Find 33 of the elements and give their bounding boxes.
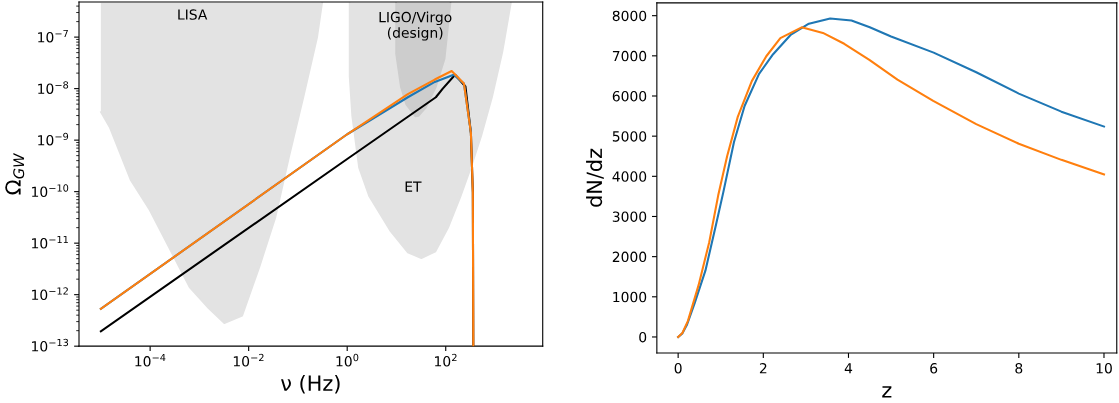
y-tick-label: 7000 [612, 50, 647, 62]
y-tick-label: 6000 [612, 90, 647, 102]
y-tick-label: 3000 [612, 211, 647, 222]
y-tick-label: 10$^{−9}$ [38, 132, 69, 146]
y-tick-label: 0 [639, 331, 647, 343]
y-tick-label: 2000 [612, 251, 647, 263]
y-tick-label: 1000 [613, 291, 647, 303]
x-tick-label: 10 [1096, 363, 1112, 374]
x-axis-title: z [882, 386, 892, 398]
annotation: ET [405, 181, 422, 192]
y-axis-title: Ω$_{GW}$ [5, 153, 25, 195]
x-tick-label: 6 [930, 363, 938, 374]
x-tick-label: 0 [674, 363, 682, 374]
x-tick-label: 10$^{0}$ [336, 353, 359, 367]
y-tick-label: 10$^{−10}$ [32, 184, 69, 198]
y-tick-label: 8000 [612, 10, 647, 22]
x-tick-label: 10$^{2}$ [435, 353, 457, 367]
y-tick-label: 10$^{−7}$ [38, 29, 68, 43]
y-tick-label: 5000 [612, 131, 647, 142]
y-tick-label: 4000 [612, 171, 647, 182]
y-tick-label: 10$^{−12}$ [32, 287, 68, 301]
y-tick-label: 10$^{−11}$ [32, 235, 68, 249]
x-tick-label: 4 [844, 363, 853, 374]
x-tick-label: 2 [759, 363, 767, 374]
x-tick-label: 8 [1015, 363, 1023, 374]
y-axis-title: dN/dz [586, 148, 604, 207]
y-tick-label: 10$^{−8}$ [38, 81, 69, 94]
x-axis-title: ν (Hz) [281, 374, 340, 394]
y-tick-label: 10$^{−13}$ [32, 338, 69, 352]
annotation: LIGO/Virgo (design) [379, 11, 452, 41]
annotation: LISA [178, 9, 208, 20]
x-tick-label: 10$^{−4}$ [135, 353, 166, 367]
x-tick-label: 10$^{−2}$ [233, 353, 264, 367]
